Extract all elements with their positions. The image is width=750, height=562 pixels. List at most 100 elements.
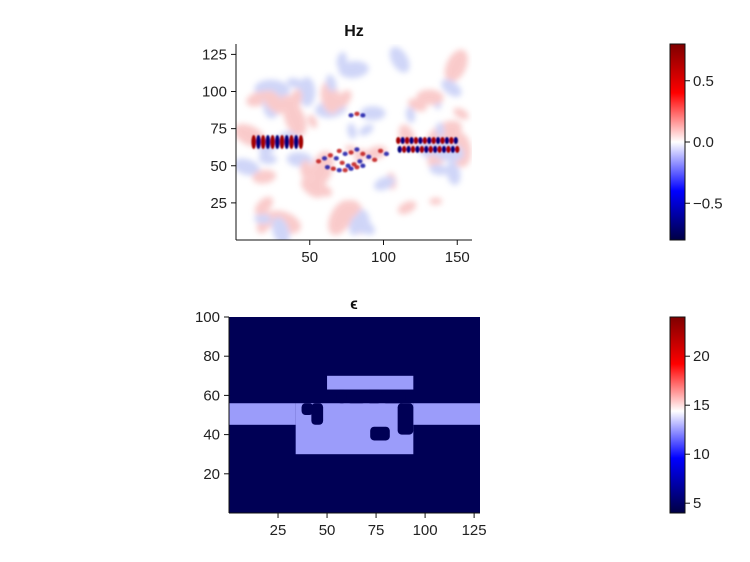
- eps-etched-feature: [301, 403, 314, 415]
- hz-negative-ripple: [429, 164, 449, 176]
- hz-colorbar-tick-label: −0.5: [693, 195, 723, 212]
- hz-scatter-negative: [357, 159, 363, 164]
- eps-panel: ϵ 25 50 75 100 125 20 40 60 80 100: [195, 296, 487, 539]
- hz-left-mode-positive-lobe: [289, 135, 294, 149]
- hz-ytick-label: 50: [210, 158, 227, 175]
- eps-ytick-label: 80: [203, 348, 220, 365]
- hz-negative-ripple: [271, 217, 290, 240]
- hz-right-mode-negative-lobe: [435, 137, 441, 145]
- hz-positive-ripple: [300, 160, 312, 179]
- hz-right-mode-positive-lobe: [422, 137, 427, 145]
- hz-scatter-negative: [360, 163, 366, 168]
- hz-positive-ripple: [344, 145, 358, 154]
- hz-scatter-negative: [366, 154, 372, 160]
- hz-right-mode-positive-lobe: [396, 137, 401, 145]
- hz-left-mode-positive-lobe: [279, 135, 285, 149]
- hz-scatter-positive: [316, 159, 322, 164]
- hz-scatter-negative: [324, 165, 331, 170]
- hz-left-mode-negative-lobe: [284, 135, 290, 149]
- hz-positive-ripple: [283, 102, 307, 137]
- eps-xtick-label: 100: [413, 522, 438, 539]
- hz-left-mode-negative-lobe: [293, 135, 299, 149]
- hz-positive-ripple: [254, 196, 273, 215]
- hz-ytick-label: 25: [210, 195, 227, 212]
- hz-right-mode-positive-lobe: [446, 145, 451, 153]
- hz-left-mode-negative-lobe: [265, 135, 271, 149]
- hz-scatter-negative: [383, 151, 390, 157]
- hz-positive-ripple: [263, 90, 285, 114]
- hz-scatter-negative: [345, 163, 351, 168]
- hz-positive-ripple: [453, 107, 469, 120]
- eps-title: ϵ: [350, 296, 358, 313]
- eps-etched-feature: [311, 403, 324, 425]
- eps-xtick-label: 125: [462, 522, 487, 539]
- hz-right-mode-negative-lobe: [453, 137, 458, 145]
- hz-colorbar-tick-label: 0.5: [693, 73, 714, 90]
- hz-scatter-positive: [351, 162, 357, 167]
- hz-positive-ripple: [444, 49, 468, 83]
- hz-colorbar-gradient: [669, 43, 686, 241]
- hz-colorbar: −0.5 0.0 0.5: [669, 43, 723, 241]
- eps-ytick-label: 20: [203, 466, 220, 483]
- eps-etched-feature: [370, 426, 390, 441]
- hz-positive-ripple: [416, 89, 444, 105]
- hz-right-mode-negative-lobe: [397, 145, 402, 153]
- hz-scatter-negative: [348, 113, 354, 118]
- hz-scatter-positive: [336, 148, 342, 154]
- hz-right-mode-positive-lobe: [455, 145, 460, 153]
- hz-negative-ripple: [389, 46, 410, 73]
- eps-xtick-label: 50: [319, 522, 336, 539]
- eps-region-left-waveguide: [229, 403, 296, 425]
- eps-colorbar-tick-label: 5: [693, 495, 701, 512]
- eps-etched-feature: [366, 389, 382, 404]
- hz-xtick-label: 100: [371, 249, 396, 266]
- eps-heatmap: [229, 317, 480, 513]
- hz-panel: Hz 50 100 150 25 50 75 100 125: [202, 23, 472, 266]
- hz-right-mode-positive-lobe: [413, 137, 419, 145]
- hz-title: Hz: [344, 23, 364, 40]
- hz-scatter-positive: [342, 168, 348, 173]
- hz-negative-ripple: [446, 161, 461, 186]
- hz-xtick-label: 150: [445, 249, 470, 266]
- hz-right-mode-positive-lobe: [437, 145, 442, 153]
- hz-scatter-positive: [372, 157, 378, 163]
- hz-right-mode-positive-lobe: [404, 137, 410, 145]
- hz-left-mode-positive-lobe: [251, 135, 256, 149]
- hz-scatter-negative: [321, 156, 328, 161]
- eps-etched-feature: [336, 389, 347, 404]
- hz-left-mode-positive-lobe: [298, 135, 304, 149]
- hz-negative-ripple: [373, 176, 395, 191]
- hz-right-mode-negative-lobe: [427, 137, 432, 145]
- hz-positive-ripple: [309, 151, 334, 188]
- hz-right-mode-negative-lobe: [450, 145, 456, 153]
- hz-heatmap: [236, 44, 472, 240]
- hz-right-mode-negative-lobe: [432, 145, 438, 153]
- hz-right-mode-negative-lobe: [418, 137, 423, 145]
- hz-negative-ripple: [435, 122, 445, 138]
- hz-scatter-positive: [339, 160, 345, 165]
- hz-negative-ripple: [360, 106, 386, 121]
- hz-right-mode-negative-lobe: [409, 137, 414, 145]
- hz-negative-ripple: [405, 106, 416, 123]
- hz-ytick-label: 100: [202, 84, 227, 101]
- eps-colorbar-tick-label: 15: [693, 397, 710, 414]
- hz-right-mode-positive-lobe: [440, 137, 445, 145]
- hz-negative-ripple: [254, 213, 272, 224]
- hz-scatter-positive: [330, 166, 336, 171]
- eps-ytick-label: 100: [195, 309, 220, 326]
- eps-xtick-label: 25: [270, 522, 287, 539]
- hz-scatter-negative: [333, 156, 339, 161]
- hz-ytick-label: 125: [202, 46, 227, 63]
- hz-negative-ripple: [325, 74, 337, 92]
- hz-scatter-negative: [354, 147, 360, 152]
- eps-xtick-label: 75: [368, 522, 385, 539]
- hz-ytick-label: 75: [210, 121, 227, 138]
- hz-right-mode-negative-lobe: [424, 145, 429, 153]
- hz-negative-ripple: [441, 79, 462, 97]
- hz-left-mode-negative-lobe: [256, 135, 261, 149]
- hz-positive-ripple: [307, 114, 318, 129]
- hz-positive-ripple: [328, 200, 354, 236]
- hz-right-mode-positive-lobe: [428, 145, 433, 153]
- eps-ytick-label: 40: [203, 427, 220, 444]
